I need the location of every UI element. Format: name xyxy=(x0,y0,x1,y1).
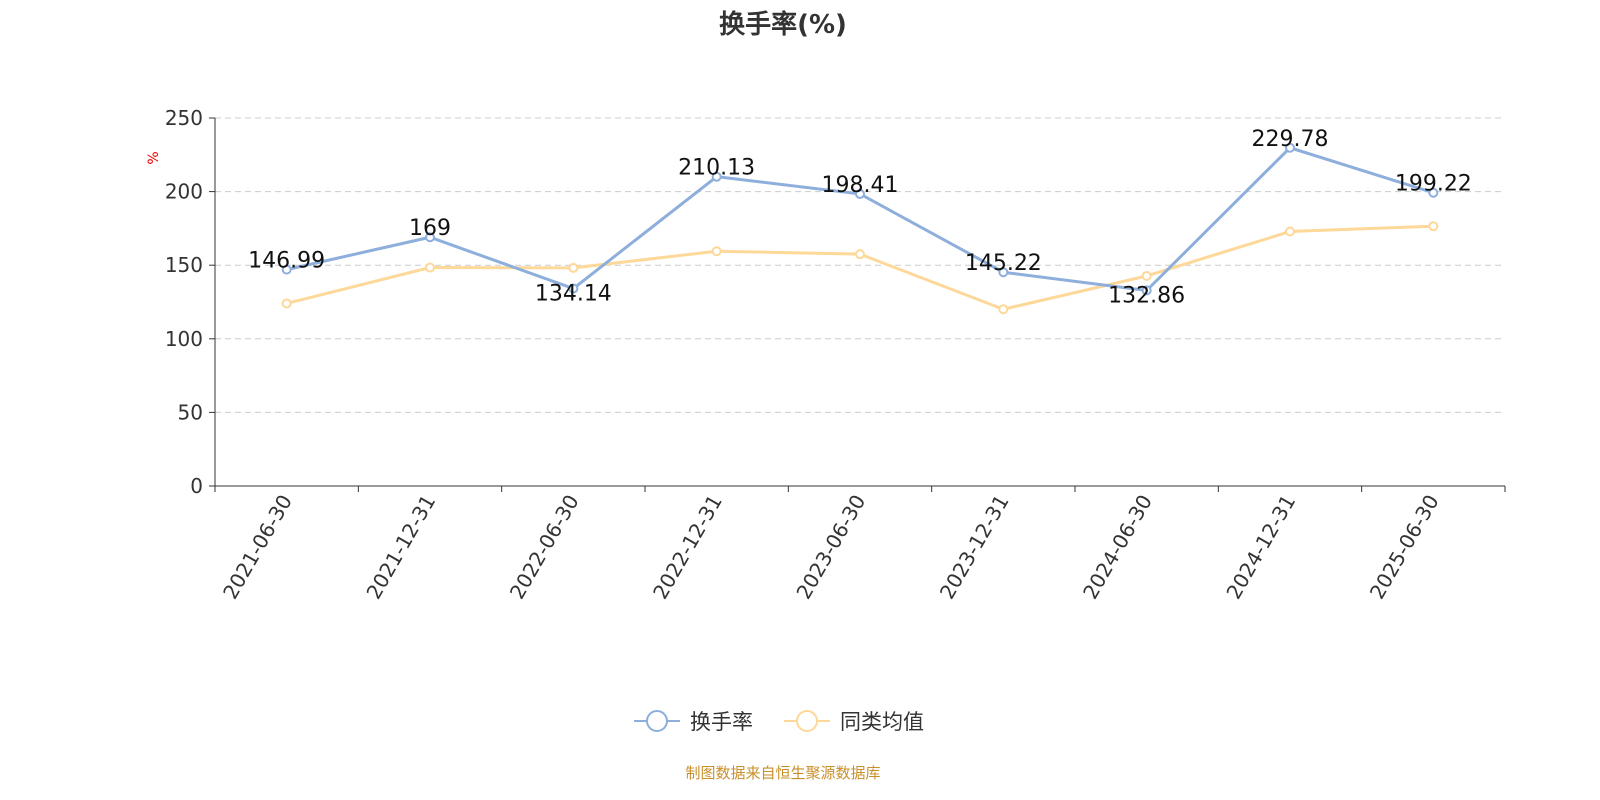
data-point xyxy=(1285,142,1295,153)
data-point xyxy=(1141,270,1152,281)
data-label: 145.22 xyxy=(965,251,1042,276)
data-point xyxy=(855,249,865,260)
y-axis-label: % xyxy=(146,151,162,164)
data-label: 132.86 xyxy=(1108,283,1185,308)
x-tick-label: 2023-12-31 xyxy=(935,490,1014,603)
y-tick-label: 0 xyxy=(190,474,203,498)
data-point xyxy=(1428,221,1439,232)
y-tick-label: 150 xyxy=(165,253,203,277)
data-point xyxy=(281,298,292,309)
data-point xyxy=(1141,285,1152,296)
data-point xyxy=(711,246,722,257)
x-tick-label: 2021-06-30 xyxy=(218,491,297,604)
data-point xyxy=(711,171,722,182)
legend-label: 同类均值 xyxy=(840,710,924,734)
x-tick-label: 2025-06-30 xyxy=(1365,491,1444,604)
y-tick-label: 50 xyxy=(178,400,203,424)
x-tick-label: 2024-12-31 xyxy=(1221,491,1300,604)
y-tick-label: 100 xyxy=(165,327,203,351)
y-tick-label: 250 xyxy=(165,106,203,130)
data-point xyxy=(998,304,1009,315)
data-point xyxy=(425,262,435,273)
data-label: 199.22 xyxy=(1395,172,1472,197)
x-tick-label: 2022-12-31 xyxy=(648,491,727,604)
data-label: 169 xyxy=(409,216,451,241)
x-tick-label: 2023-06-30 xyxy=(791,491,870,604)
data-point xyxy=(568,283,579,294)
chart-title: 换手率(%) xyxy=(719,10,847,40)
data-point xyxy=(1285,226,1295,237)
legend-label: 换手率 xyxy=(690,710,753,734)
data-point xyxy=(425,232,435,243)
source-footer: 制图数据来自恒生聚源数据库 xyxy=(685,764,881,782)
data-point xyxy=(998,267,1009,278)
x-tick-label: 2024-06-30 xyxy=(1078,491,1157,604)
data-point xyxy=(855,188,865,199)
data-label: 210.13 xyxy=(678,156,755,181)
x-tick-label: 2021-12-31 xyxy=(361,491,440,604)
data-label: 134.14 xyxy=(535,282,612,307)
data-label: 229.78 xyxy=(1252,127,1329,152)
data-label: 146.99 xyxy=(248,249,325,274)
legend-marker xyxy=(796,710,818,732)
data-label: 198.41 xyxy=(822,173,899,198)
data-point xyxy=(1428,187,1439,198)
x-tick-label: 2022-06-30 xyxy=(505,491,584,604)
data-point xyxy=(281,264,292,275)
series-line-1 xyxy=(286,224,1434,311)
legend-marker xyxy=(646,710,668,732)
y-tick-label: 200 xyxy=(165,180,203,204)
data-point xyxy=(568,262,579,273)
